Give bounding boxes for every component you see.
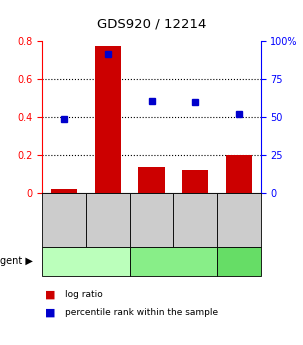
Text: GSM27525: GSM27525 [147,197,156,243]
Text: GSM27526: GSM27526 [234,197,243,243]
Bar [138,167,165,193]
Bar [182,170,208,193]
Text: GSM27528: GSM27528 [103,197,112,243]
Text: agent ▶: agent ▶ [0,256,33,266]
Text: GSM27524: GSM27524 [60,197,69,243]
Text: ■: ■ [45,290,56,300]
Text: percentile rank within the sample: percentile rank within the sample [65,308,218,317]
Text: aza-dC: aza-dC [71,257,102,266]
Text: GSM27529: GSM27529 [191,197,200,243]
Bar [51,189,77,193]
Text: log ratio: log ratio [65,290,103,299]
Bar [95,46,121,193]
Bar [226,155,252,193]
Text: GDS920 / 12214: GDS920 / 12214 [97,17,206,30]
Text: aza-dC,
TSA: aza-dC, TSA [222,252,256,271]
Text: TSA: TSA [165,257,182,266]
Text: ■: ■ [45,307,56,317]
